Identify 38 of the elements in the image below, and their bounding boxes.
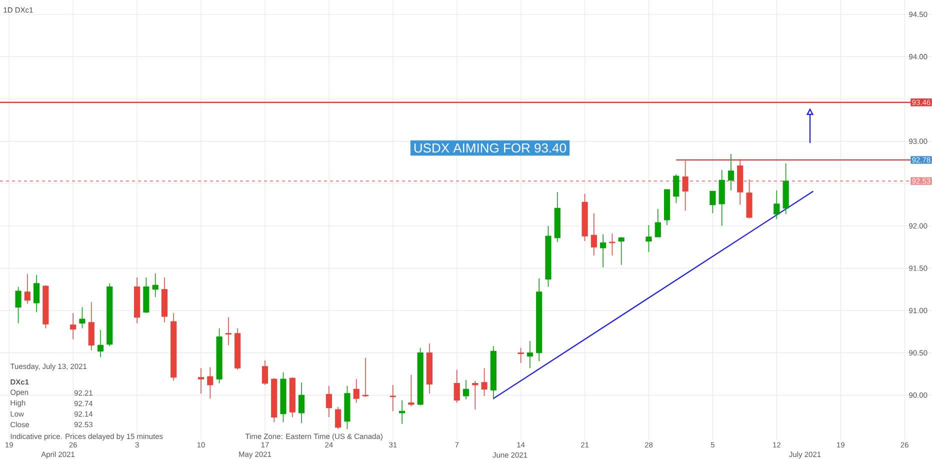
candlestick bbox=[481, 368, 488, 396]
candlestick bbox=[88, 302, 94, 351]
candlestick bbox=[152, 272, 158, 298]
candlestick bbox=[600, 234, 606, 268]
candlestick bbox=[335, 406, 342, 430]
candlestick bbox=[774, 190, 780, 220]
candlestick bbox=[207, 366, 214, 399]
candlestick bbox=[353, 378, 360, 404]
candlestick bbox=[462, 380, 470, 400]
candlestick bbox=[728, 154, 734, 191]
candlestick bbox=[609, 233, 616, 256]
candlestick bbox=[15, 286, 22, 324]
candlestick bbox=[408, 374, 414, 407]
candlestick bbox=[673, 174, 680, 204]
candlestick bbox=[472, 380, 478, 410]
candlestick bbox=[298, 382, 305, 424]
candlestick bbox=[682, 160, 688, 212]
candlestick bbox=[198, 368, 204, 394]
candlestick bbox=[718, 170, 725, 226]
candlestick bbox=[646, 224, 652, 253]
candlestick bbox=[97, 330, 104, 358]
candlestick bbox=[526, 340, 534, 368]
text: USDX AIMING FOR 93.40 bbox=[414, 143, 566, 153]
candlestick bbox=[262, 360, 268, 386]
candlestick bbox=[225, 316, 232, 346]
candlestick bbox=[326, 385, 332, 418]
candlestick bbox=[590, 212, 597, 256]
candlestick bbox=[454, 369, 460, 404]
candlestick bbox=[390, 384, 396, 412]
candlestick bbox=[24, 274, 30, 304]
candlestick bbox=[34, 274, 40, 313]
candlestick bbox=[654, 208, 661, 238]
candlestick bbox=[710, 190, 716, 214]
candlestick bbox=[362, 358, 369, 398]
candlestick bbox=[618, 236, 624, 266]
candlestick bbox=[79, 306, 86, 329]
candlestick bbox=[70, 312, 76, 340]
candlestick bbox=[518, 347, 524, 364]
